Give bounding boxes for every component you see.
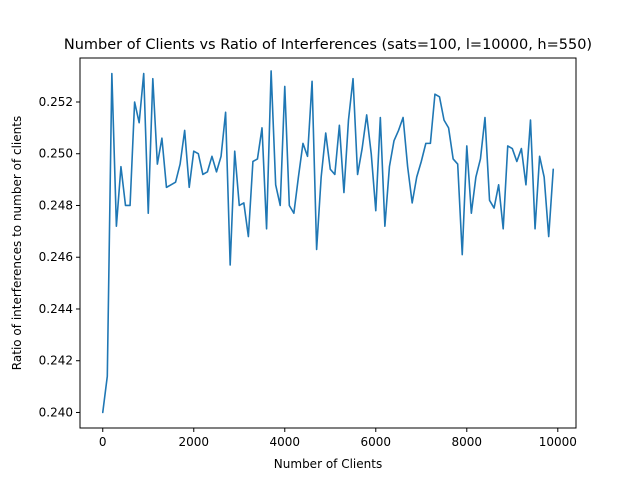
plot-background: [80, 58, 576, 428]
y-tick-label: 0.250: [39, 147, 73, 161]
y-tick-label: 0.240: [39, 405, 73, 419]
x-axis: 0 2000 4000 6000 8000 10000: [99, 428, 577, 449]
x-tick-label: 4000: [269, 435, 300, 449]
y-axis-label: Ratio of interferences to number of clie…: [10, 116, 24, 370]
plot-frame: [79, 57, 577, 429]
chart-title: Number of Clients vs Ratio of Interferen…: [64, 37, 592, 53]
x-tick-label: 8000: [452, 435, 483, 449]
x-tick-label: 6000: [361, 435, 392, 449]
series-line: [101, 70, 555, 414]
series-layer: [101, 70, 555, 414]
x-tick-label: 10000: [539, 435, 577, 449]
y-tick-label: 0.244: [39, 302, 73, 316]
y-tick-label: 0.242: [39, 354, 73, 368]
y-tick-label: 0.248: [39, 198, 73, 212]
x-tick-label: 0: [99, 435, 107, 449]
x-tick-label: 2000: [178, 435, 209, 449]
y-tick-label: 0.252: [39, 95, 73, 109]
y-tick-label: 0.246: [39, 250, 73, 264]
x-axis-label: Number of Clients: [274, 457, 382, 471]
y-axis: 0.240 0.242 0.244 0.246 0.248 0.250 0.252: [39, 95, 80, 419]
